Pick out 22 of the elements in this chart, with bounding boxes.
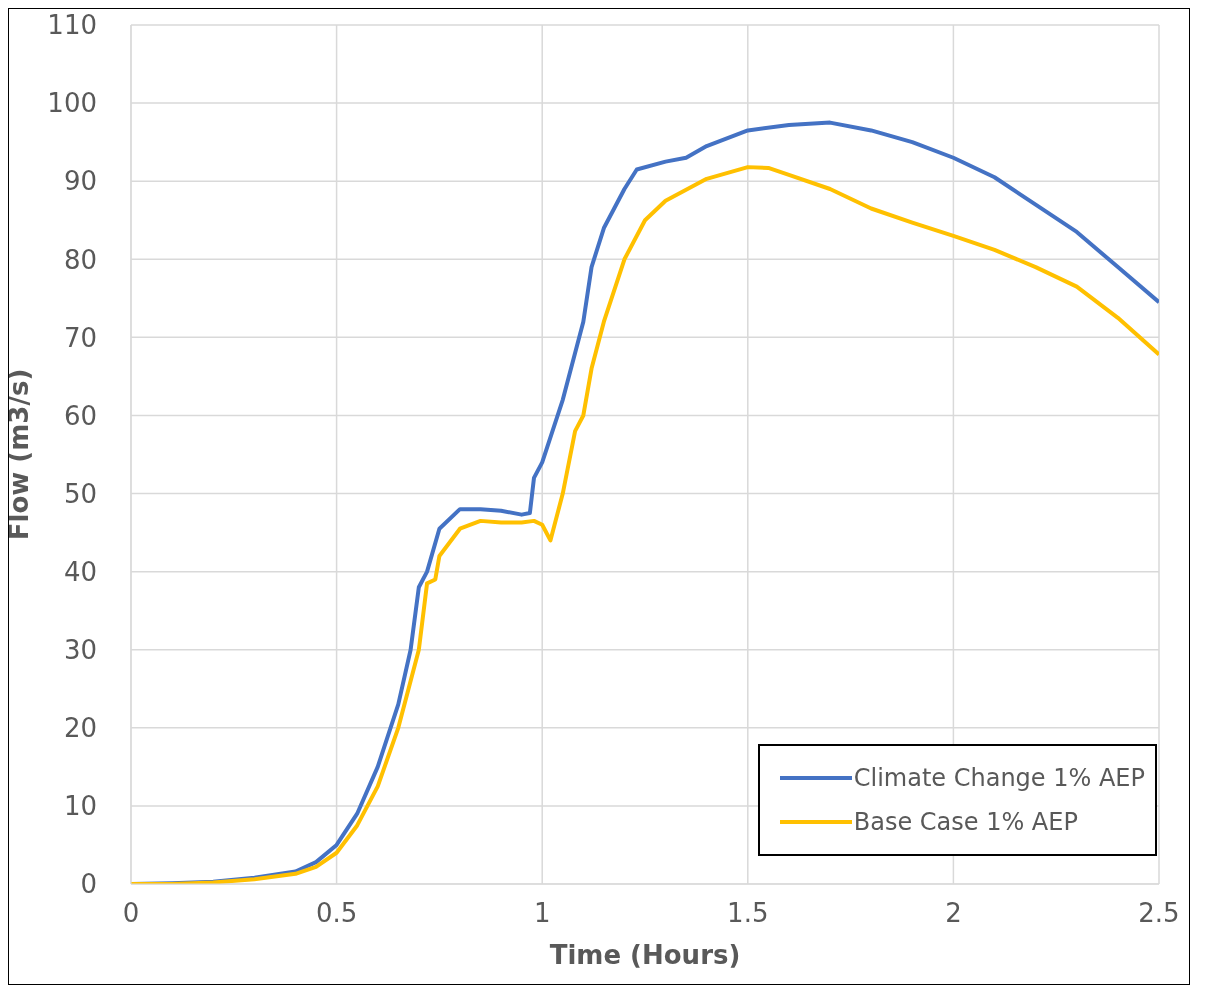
x-tick-label: 1: [533, 898, 551, 929]
x-tick-label: 0: [122, 898, 140, 929]
x-tick-label: 2.5: [1138, 898, 1180, 929]
y-tick-label: 40: [63, 556, 97, 587]
y-tick-label: 60: [63, 400, 97, 431]
y-tick-label: 70: [63, 322, 97, 353]
legend-label: Base Case 1% AEP: [853, 808, 1078, 836]
x-tick-label: 1.5: [727, 898, 769, 929]
y-tick-label: 90: [63, 166, 97, 197]
x-axis-title: Time (Hours): [549, 940, 741, 970]
y-tick-label: 0: [80, 869, 97, 900]
x-tick-label: 0.5: [315, 898, 358, 929]
y-tick-label: 100: [47, 88, 97, 119]
y-tick-label: 10: [63, 791, 97, 822]
y-tick-label: 110: [47, 10, 97, 41]
y-tick-label: 50: [63, 478, 97, 509]
legend-label: Climate Change 1% AEP: [853, 764, 1145, 792]
y-tick-label: 20: [63, 713, 97, 744]
y-tick-label: 30: [63, 634, 97, 665]
y-axis-title: Flow (m3/s): [4, 368, 35, 541]
y-tick-label: 80: [63, 244, 97, 275]
x-tick-label: 2: [945, 898, 962, 929]
